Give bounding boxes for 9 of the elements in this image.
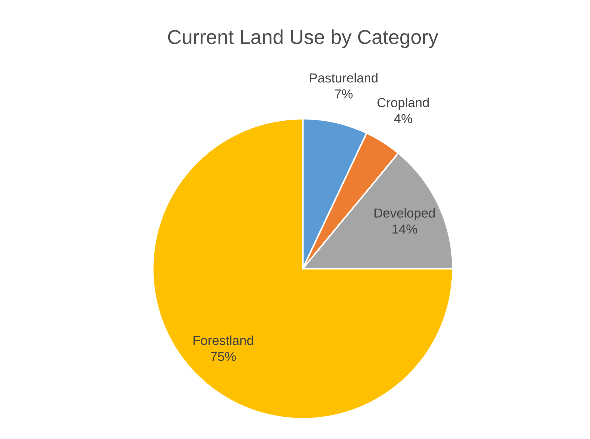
slice-label: Developed <box>374 208 436 220</box>
slice-label: Forestland <box>194 336 254 346</box>
data-label: 4% <box>394 114 412 124</box>
slice-label: Pastureland <box>310 73 378 83</box>
data-label: 7% <box>335 90 353 99</box>
data-label: 75% <box>211 352 236 362</box>
slice-label: Cropland <box>378 98 429 110</box>
chart-title: Current Land Use by Category <box>168 30 439 48</box>
data-label: 14% <box>392 224 418 234</box>
